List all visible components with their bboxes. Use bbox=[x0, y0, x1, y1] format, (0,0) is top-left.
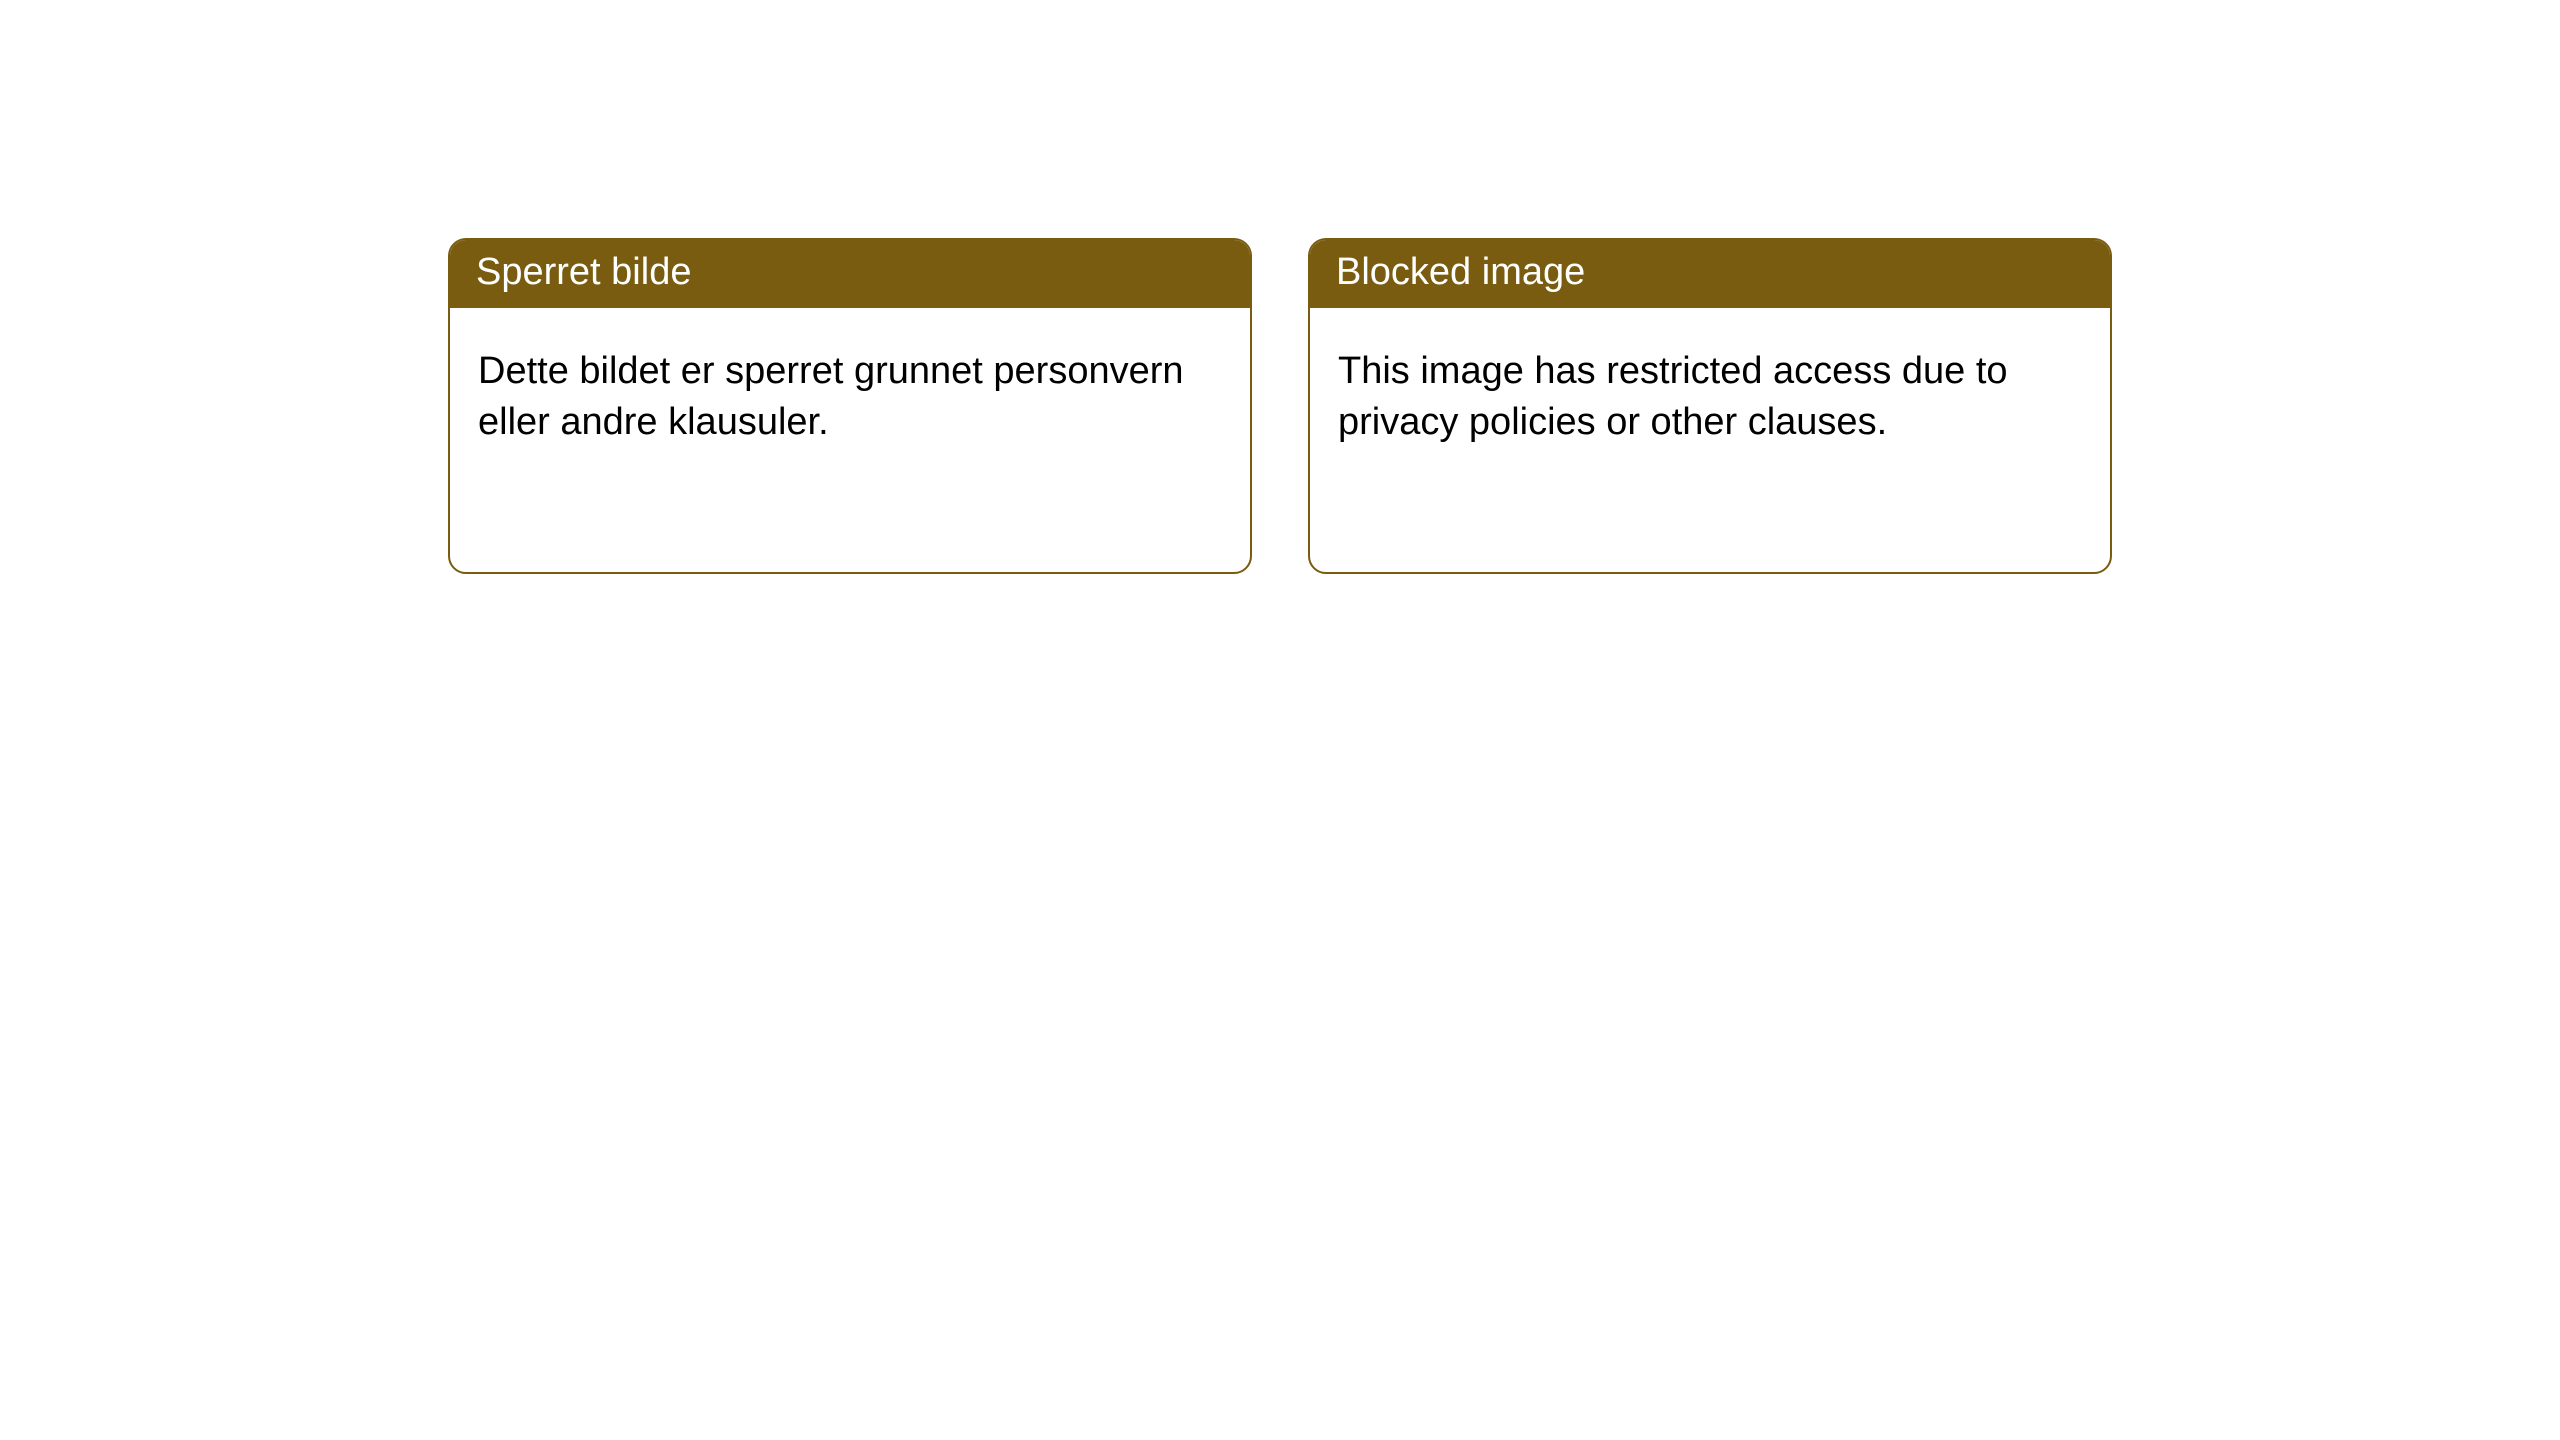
card-body-text: This image has restricted access due to … bbox=[1310, 308, 2110, 477]
card-body-text: Dette bildet er sperret grunnet personve… bbox=[450, 308, 1250, 477]
card-title: Blocked image bbox=[1310, 240, 2110, 308]
card-title: Sperret bilde bbox=[450, 240, 1250, 308]
notice-card-english: Blocked image This image has restricted … bbox=[1308, 238, 2112, 574]
notice-container: Sperret bilde Dette bildet er sperret gr… bbox=[0, 0, 2560, 574]
notice-card-norwegian: Sperret bilde Dette bildet er sperret gr… bbox=[448, 238, 1252, 574]
